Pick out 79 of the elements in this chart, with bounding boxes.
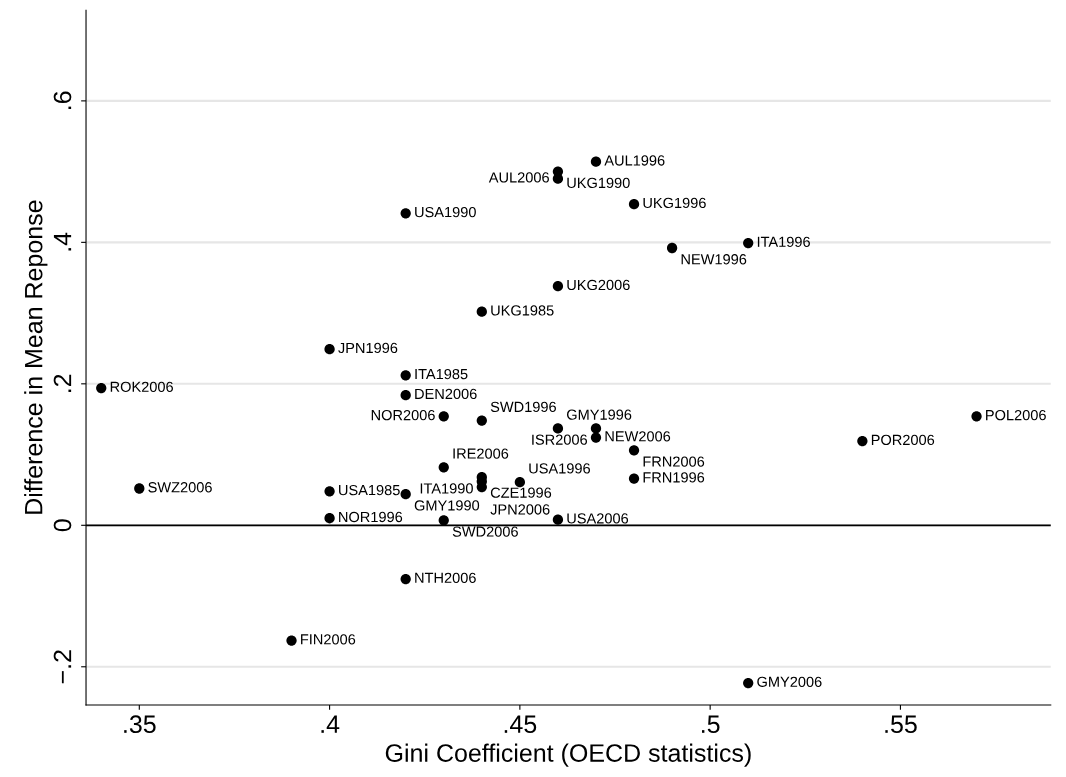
- point: [552, 423, 564, 434]
- data-label: SWZ2006: [148, 482, 212, 493]
- y-axis-title: Difference in Mean Reponse: [24, 200, 48, 514]
- data-label: GMY2006: [757, 676, 822, 687]
- data-label: AUL2006: [488, 172, 549, 183]
- point: [552, 281, 564, 292]
- data-label: NEW1996: [681, 254, 747, 265]
- data-label: ROK2006: [110, 381, 173, 392]
- point: [590, 423, 602, 434]
- x-axis-title: Gini Coefficient (OECD statistics): [385, 743, 751, 767]
- point: [324, 486, 335, 497]
- data-label: CZE1996: [490, 487, 552, 498]
- data-label: FRN2006: [643, 456, 705, 467]
- point: [971, 411, 982, 422]
- point: [438, 411, 449, 422]
- data-label: DEN2006: [415, 388, 477, 400]
- data-label: IRE2006: [453, 448, 509, 459]
- data-label: JPN1996: [338, 342, 398, 354]
- point: [400, 573, 411, 585]
- data-label: NOR2006: [371, 409, 435, 421]
- data-label: USA2006: [567, 513, 629, 524]
- data-label: UKG1996: [643, 197, 706, 209]
- point: [590, 156, 602, 167]
- data-label: POL2006: [986, 409, 1046, 421]
- point: [552, 514, 564, 525]
- point: [96, 382, 107, 394]
- x-tick-label: .35: [124, 715, 156, 734]
- x-tick-label: .4: [321, 715, 340, 733]
- point: [134, 483, 145, 494]
- point: [476, 306, 487, 317]
- data-label: FRN1996: [643, 472, 705, 483]
- x-tick-label: .5: [702, 715, 720, 734]
- data-label: GMY1990: [414, 500, 480, 511]
- point: [743, 677, 754, 689]
- data-label: POR2006: [871, 434, 935, 446]
- point: [400, 389, 411, 401]
- x-tick-label: .55: [885, 715, 917, 734]
- point: [438, 462, 449, 473]
- point: [438, 515, 449, 526]
- data-label: NOR1996: [339, 511, 403, 523]
- point: [628, 473, 640, 484]
- data-label: USA1990: [415, 206, 476, 218]
- y-tick-label: −.2: [53, 650, 72, 684]
- data-label: ISR2006: [532, 434, 588, 445]
- data-label: SWD2006: [452, 526, 518, 537]
- data-label: UKG2006: [567, 279, 630, 291]
- y-tick-label: .6: [53, 91, 72, 110]
- point: [857, 435, 868, 447]
- point: [400, 208, 411, 219]
- data-label: UKG1985: [491, 305, 554, 316]
- point: [514, 477, 526, 488]
- point: [628, 445, 640, 456]
- y-tick-label: 0: [53, 519, 72, 532]
- point: [476, 415, 487, 426]
- point: [590, 432, 602, 443]
- data-label: FIN2006: [301, 634, 356, 645]
- point: [743, 237, 754, 249]
- point: [286, 635, 297, 646]
- data-label: USA1985: [339, 484, 400, 496]
- point: [666, 242, 678, 254]
- data-label: USA1996: [529, 463, 590, 474]
- data-label: ITA1996: [757, 236, 810, 247]
- y-tick-label: .2: [53, 374, 72, 392]
- data-label: AUL1996: [604, 155, 665, 166]
- data-label: UKG1990: [567, 177, 630, 189]
- data-label: SWD1996: [490, 401, 556, 413]
- point: [400, 489, 411, 500]
- data-label: GMY1996: [566, 409, 632, 420]
- point: [400, 370, 411, 381]
- data-label: JPN2006: [490, 504, 550, 515]
- data-label: NTH2006: [415, 572, 476, 583]
- point: [324, 344, 335, 355]
- x-tick-label: .45: [504, 715, 537, 734]
- y-tick-label: .4: [53, 232, 72, 251]
- point: [628, 199, 640, 210]
- point: [324, 513, 335, 524]
- data-label: ITA1990: [420, 483, 473, 494]
- data-label: ITA1985: [415, 368, 468, 380]
- data-label: NEW2006: [605, 431, 671, 442]
